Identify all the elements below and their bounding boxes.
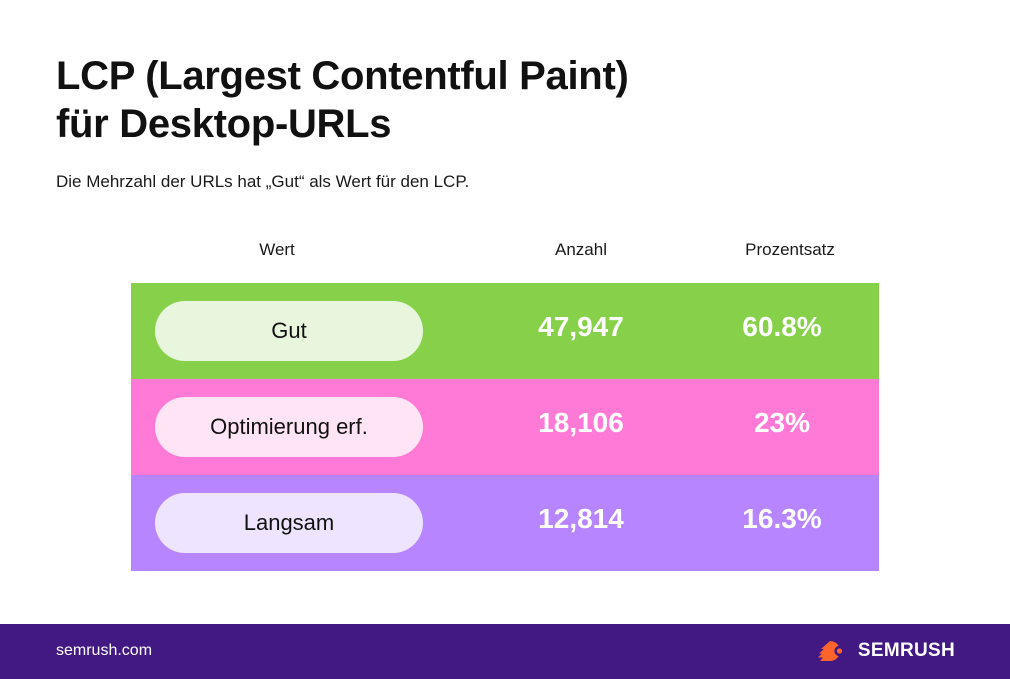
page-subtitle: Die Mehrzahl der URLs hat „Gut“ als Wert… [56,172,470,191]
table-row-optimierung: Optimierung erf. 18,106 23% [131,379,879,475]
footer-bar: semrush.com SEMRUSH [0,624,1010,679]
title-line-2: für Desktop-URLs [56,102,392,146]
row-label-pill: Gut [155,301,423,361]
column-header-wert: Wert [259,240,295,259]
brand-name: SEMRUSH [857,640,955,661]
brand-logo: SEMRUSH [817,640,955,662]
lcp-table: Gut 47,947 60.8% Optimierung erf. 18,106… [131,283,879,571]
row-count: 12,814 [538,503,624,534]
row-percent: 16.3% [742,503,822,534]
page-title: LCP (Largest Contentful Paint) für Deskt… [56,52,629,148]
table-row-langsam: Langsam 12,814 16.3% [131,475,879,571]
semrush-fireball-icon [817,641,845,661]
footer-domain: semrush.com [56,642,153,659]
row-label-pill: Langsam [155,493,423,553]
column-header-anzahl: Anzahl [555,240,607,259]
title-line-1: LCP (Largest Contentful Paint) [56,54,629,98]
row-count: 47,947 [538,311,624,342]
column-header-prozentsatz: Prozentsatz [745,240,835,259]
table-row-gut: Gut 47,947 60.8% [131,283,879,379]
row-count: 18,106 [538,407,624,438]
row-label-pill: Optimierung erf. [155,397,423,457]
row-percent: 60.8% [742,311,822,342]
row-percent: 23% [753,407,811,438]
